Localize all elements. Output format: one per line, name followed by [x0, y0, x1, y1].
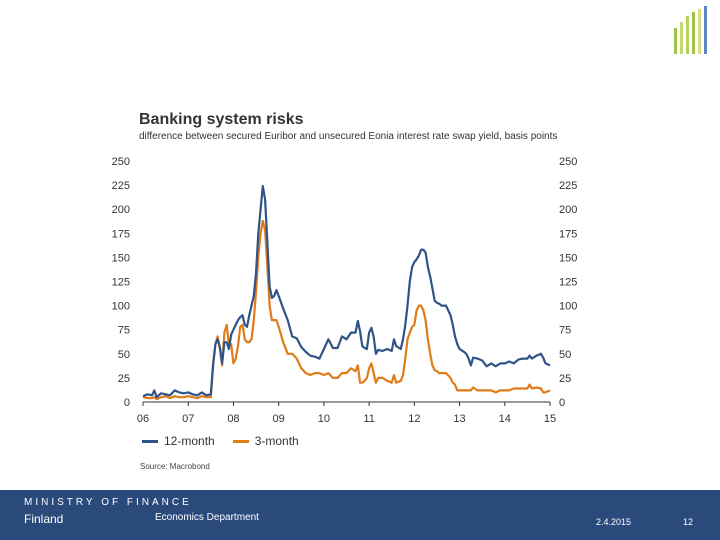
footer-bar: [0, 490, 720, 540]
x-tick-label: 15: [544, 413, 556, 425]
y-tick-label-right: 200: [559, 204, 577, 216]
ministry-logo-icon: [674, 6, 707, 54]
chart-source: Source: Macrobond: [140, 462, 210, 471]
legend-label-3-month: 3-month: [254, 434, 299, 448]
y-tick-label-right: 75: [559, 325, 571, 337]
y-tick-label-right: 175: [559, 228, 577, 240]
legend-label-12-month: 12-month: [164, 434, 215, 448]
y-tick-label-right: 125: [559, 277, 577, 289]
y-tick-label-left: 50: [118, 349, 130, 361]
y-tick-label-right: 100: [559, 301, 577, 313]
y-tick-label-left: 0: [124, 397, 130, 409]
x-tick-label: 12: [408, 413, 420, 425]
series-line-12-month: [142, 185, 551, 399]
y-tick-label-left: 75: [118, 325, 130, 337]
page-number: 12: [683, 517, 694, 527]
y-tick-label-left: 125: [112, 277, 130, 289]
y-tick-label-right: 250: [559, 156, 577, 168]
x-tick-label: 06: [137, 413, 149, 425]
x-tick-label: 13: [453, 413, 465, 425]
y-tick-label-right: 150: [559, 252, 577, 264]
chart-legend: 12-month 3-month: [142, 434, 317, 448]
series-line-3-month: [142, 219, 551, 401]
slide-date: 2.4.2015: [596, 517, 632, 527]
chart-title: Banking system risks: [139, 111, 304, 128]
legend-item-12-month: 12-month: [142, 434, 215, 448]
y-tick-label-right: 50: [559, 349, 571, 361]
x-tick-label: 10: [318, 413, 330, 425]
x-tick-label: 09: [273, 413, 285, 425]
legend-item-3-month: 3-month: [232, 434, 299, 448]
x-tick-label: 11: [363, 413, 374, 425]
chart-subtitle: difference between secured Euribor and u…: [139, 131, 558, 142]
y-tick-label-right: 25: [559, 373, 571, 385]
department-label: Economics Department: [155, 512, 259, 523]
legend-swatch-12-month: [142, 439, 158, 443]
y-tick-label-left: 150: [112, 252, 130, 264]
y-tick-label-left: 100: [112, 301, 130, 313]
x-tick-label: 07: [182, 413, 194, 425]
y-tick-label-left: 25: [118, 373, 130, 385]
ministry-wordmark: MINISTRY OF FINANCE: [24, 497, 192, 508]
line-chart: 0 0 25 25 50 50 75 75 100 100 125 125 150 150 175 175 20…: [112, 156, 578, 425]
x-tick-label: 08: [227, 413, 239, 425]
x-tick-label: 14: [499, 413, 511, 425]
y-tick-label-right: 0: [559, 397, 565, 409]
y-tick-label-left: 225: [112, 180, 130, 192]
y-tick-label-right: 225: [559, 180, 577, 192]
y-tick-label-left: 200: [112, 204, 130, 216]
country-label: Finland: [24, 512, 64, 526]
legend-swatch-3-month: [232, 439, 249, 443]
y-tick-label-left: 175: [112, 228, 130, 240]
y-tick-label-left: 250: [112, 156, 130, 168]
